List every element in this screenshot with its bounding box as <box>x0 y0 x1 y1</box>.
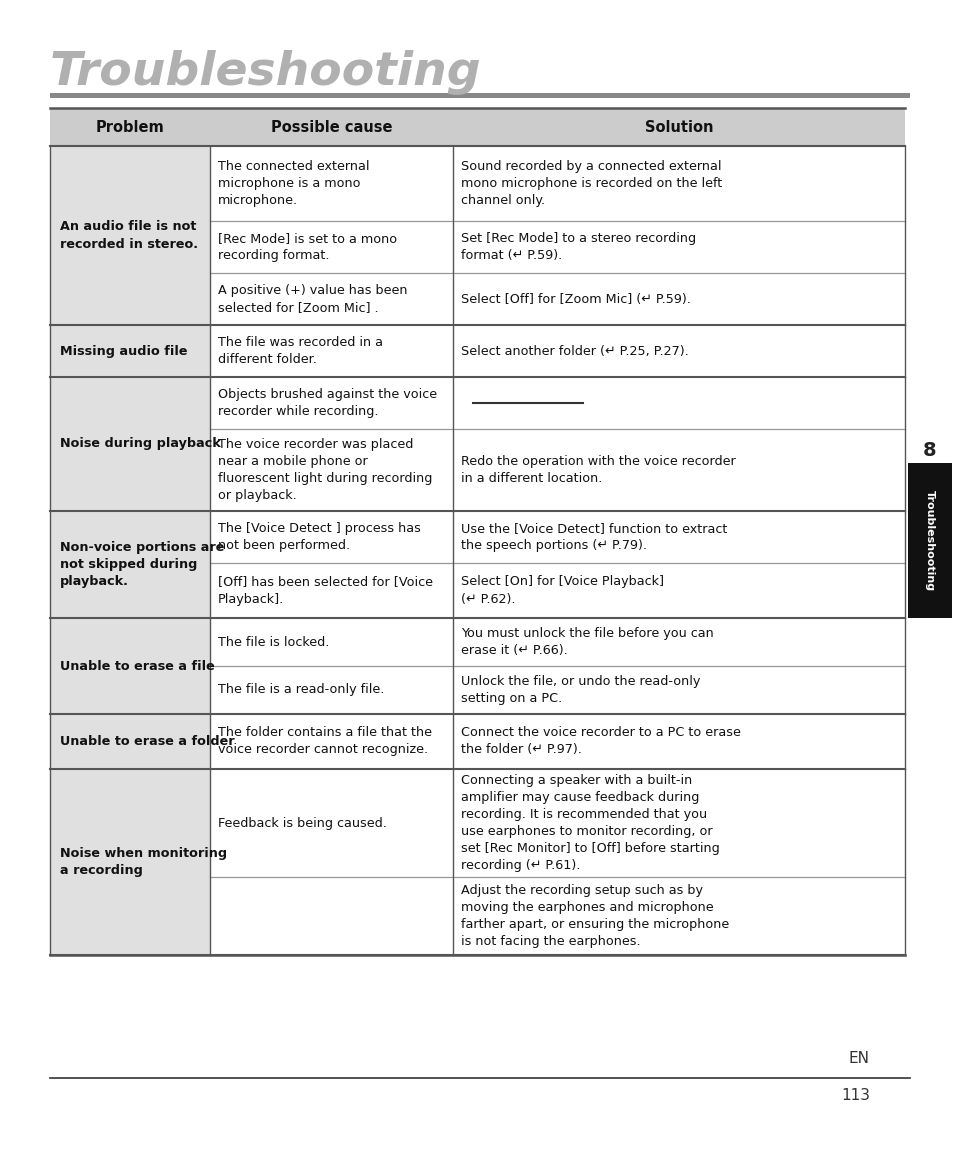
Text: Troubleshooting: Troubleshooting <box>50 50 481 95</box>
Text: Redo the operation with the voice recorder
in a different location.: Redo the operation with the voice record… <box>460 455 735 485</box>
Text: Solution: Solution <box>644 119 713 134</box>
Text: Missing audio file: Missing audio file <box>60 344 188 358</box>
Text: 8: 8 <box>923 441 936 460</box>
Text: The folder contains a file that the
voice recorder cannot recognize.: The folder contains a file that the voic… <box>218 726 432 756</box>
Text: You must unlock the file before you can
erase it (↵ P.66).: You must unlock the file before you can … <box>460 626 713 657</box>
Text: Unlock the file, or undo the read-only
setting on a PC.: Unlock the file, or undo the read-only s… <box>460 675 700 705</box>
Text: The voice recorder was placed
near a mobile phone or
fluorescent light during re: The voice recorder was placed near a mob… <box>218 438 432 503</box>
Text: Possible cause: Possible cause <box>271 119 392 134</box>
Text: Feedback is being caused.: Feedback is being caused. <box>218 816 387 829</box>
Text: An audio file is not
recorded in stereo.: An audio file is not recorded in stereo. <box>60 220 198 250</box>
Text: The connected external
microphone is a mono
microphone.: The connected external microphone is a m… <box>218 160 369 207</box>
Text: Connect the voice recorder to a PC to erase
the folder (↵ P.97).: Connect the voice recorder to a PC to er… <box>460 726 740 756</box>
Bar <box>50 108 904 146</box>
Text: Use the [Voice Detect] function to extract
the speech portions (↵ P.79).: Use the [Voice Detect] function to extra… <box>460 522 726 552</box>
Bar <box>907 463 951 618</box>
Bar <box>50 93 909 98</box>
Bar <box>50 146 210 325</box>
Text: Non-voice portions are
not skipped during
playback.: Non-voice portions are not skipped durin… <box>60 541 224 588</box>
Text: Unable to erase a file: Unable to erase a file <box>60 660 214 673</box>
Text: Connecting a speaker with a built-in
amplifier may cause feedback during
recordi: Connecting a speaker with a built-in amp… <box>460 774 719 872</box>
Text: Select another folder (↵ P.25, P.27).: Select another folder (↵ P.25, P.27). <box>460 344 688 358</box>
Text: Noise when monitoring
a recording: Noise when monitoring a recording <box>60 846 227 877</box>
Text: The [Voice Detect ] process has
not been performed.: The [Voice Detect ] process has not been… <box>218 522 420 552</box>
Text: The file is locked.: The file is locked. <box>218 636 329 648</box>
Text: Problem: Problem <box>95 119 164 134</box>
Bar <box>50 618 210 714</box>
Text: Adjust the recording setup such as by
moving the earphones and microphone
farthe: Adjust the recording setup such as by mo… <box>460 884 728 948</box>
Bar <box>50 511 210 618</box>
Text: Troubleshooting: Troubleshooting <box>924 491 934 592</box>
Text: Noise during playback: Noise during playback <box>60 438 220 450</box>
Text: Unable to erase a folder: Unable to erase a folder <box>60 735 234 748</box>
Bar <box>50 378 210 511</box>
Text: Select [On] for [Voice Playback]
(↵ P.62).: Select [On] for [Voice Playback] (↵ P.62… <box>460 576 663 606</box>
Text: 113: 113 <box>841 1089 869 1104</box>
Text: A positive (+) value has been
selected for [Zoom Mic] .: A positive (+) value has been selected f… <box>218 284 407 314</box>
Bar <box>50 769 210 955</box>
Bar <box>50 325 210 378</box>
Text: Select [Off] for [Zoom Mic] (↵ P.59).: Select [Off] for [Zoom Mic] (↵ P.59). <box>460 293 690 306</box>
Text: The file is a read-only file.: The file is a read-only file. <box>218 683 384 696</box>
Text: EN: EN <box>848 1051 869 1067</box>
Text: The file was recorded in a
different folder.: The file was recorded in a different fol… <box>218 336 382 366</box>
Text: [Off] has been selected for [Voice
Playback].: [Off] has been selected for [Voice Playb… <box>218 576 433 606</box>
Bar <box>50 714 210 769</box>
Text: Sound recorded by a connected external
mono microphone is recorded on the left
c: Sound recorded by a connected external m… <box>460 160 721 207</box>
Text: Objects brushed against the voice
recorder while recording.: Objects brushed against the voice record… <box>218 388 436 418</box>
Text: Set [Rec Mode] to a stereo recording
format (↵ P.59).: Set [Rec Mode] to a stereo recording for… <box>460 232 696 262</box>
Text: [Rec Mode] is set to a mono
recording format.: [Rec Mode] is set to a mono recording fo… <box>218 232 396 262</box>
